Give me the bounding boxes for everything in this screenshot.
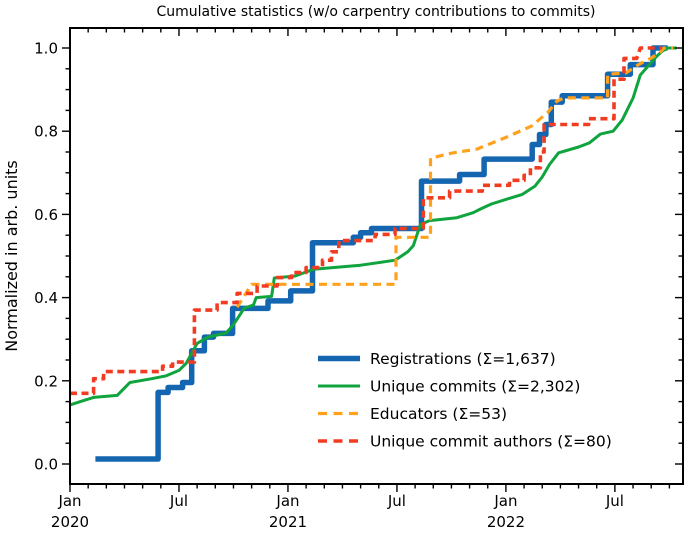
legend-item-unique-commit-authors: Unique commit authors (Σ=80) [318,433,612,451]
legend-item-unique-commits: Unique commits (Σ=2,302) [318,378,580,396]
legend-label-unique-commits: Unique commits (Σ=2,302) [370,378,580,396]
series-unique-commits [69,46,677,407]
legend-item-educators: Educators (Σ=53) [318,405,507,423]
plot-area: Jan 2020 Jul Jan 2021 Jul Jan 2022 Jul 0.0 0.2 0.4 0… [34,27,684,531]
y-axis-label: Normalized in arb. units [2,160,21,352]
x-tick-label: Jul [169,492,188,510]
y-tick-label: 0.8 [34,123,58,141]
x-tick-label: Jan [493,492,517,510]
x-tick-year-label: 2022 [487,513,525,531]
legend-label-educators: Educators (Σ=53) [370,405,507,423]
x-tick-label: Jul [387,492,406,510]
y-tick-label: 0.4 [34,289,58,307]
x-tick-label: Jan [275,492,299,510]
y-tick-label: 1.0 [34,40,58,58]
x-tick-label: Jul [605,492,624,510]
legend-label-unique-commit-authors: Unique commit authors (Σ=80) [370,433,612,451]
x-tick-label: Jan [57,492,81,510]
x-tick-year-label: 2020 [51,513,89,531]
series-unique-commit-authors [70,46,663,396]
legend-item-registrations: Registrations (Σ=1,637) [318,350,556,368]
legend: Registrations (Σ=1,637) Unique commits (Σ… [318,350,612,451]
y-tick-label: 0.0 [34,456,58,474]
x-tick-year-label: 2021 [269,513,307,531]
y-tick-label: 0.2 [34,372,58,390]
chart-title: Cumulative statistics (w/o carpentry con… [156,4,595,20]
series-educators [235,46,673,309]
legend-label-registrations: Registrations (Σ=1,637) [370,350,556,368]
y-tick-label: 0.6 [34,206,58,224]
